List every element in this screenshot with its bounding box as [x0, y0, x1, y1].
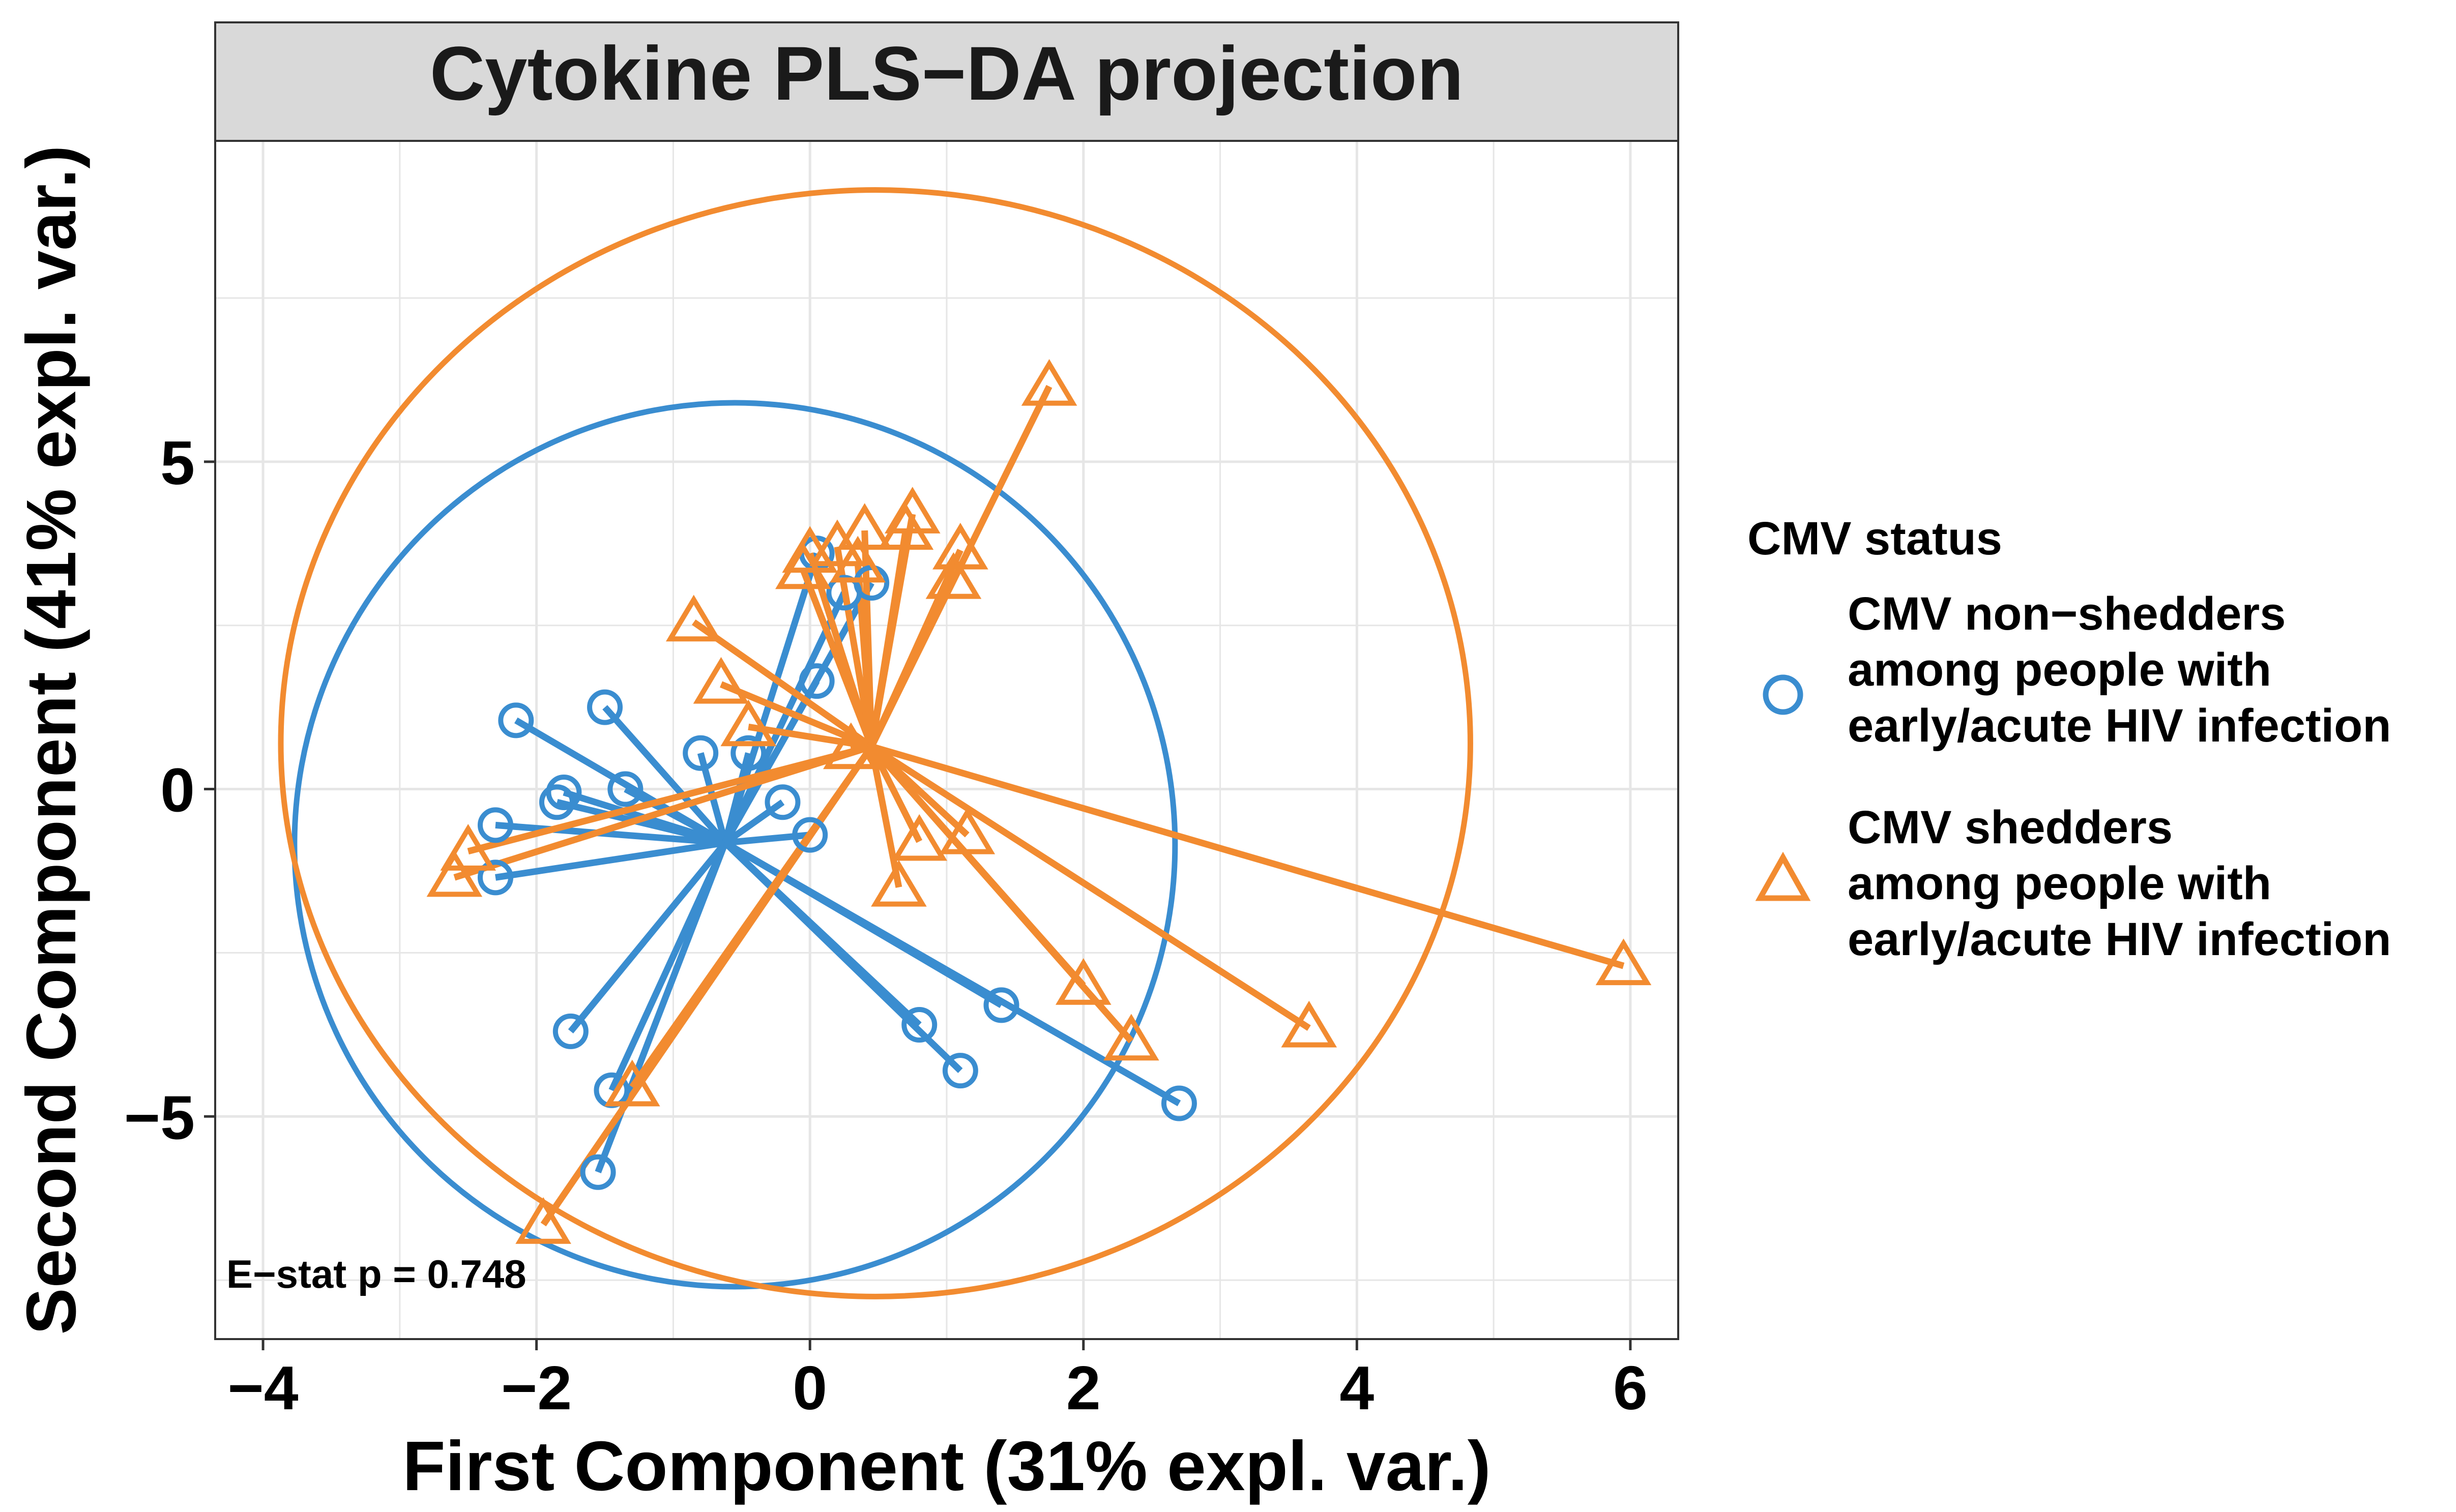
non_shedders-point-10: [792, 817, 828, 853]
x-tick-label: −2: [501, 1353, 572, 1422]
grid-lines: [215, 141, 1678, 1339]
non_shedders-point-20: [983, 987, 1019, 1023]
non_shedders-segment-6: [624, 786, 727, 846]
non_shedders-point-11: [799, 663, 835, 699]
shedders-point-9: [925, 552, 982, 599]
non_shedders-point-19: [942, 1053, 978, 1089]
non_shedders-segment-21: [723, 840, 1181, 1107]
non_shedders-segment-8: [495, 839, 726, 881]
shedders-ellipse: [278, 187, 1473, 1299]
non_shedders-segment-9: [723, 799, 785, 846]
non_shedders-segment-5: [556, 798, 726, 846]
non_shedders-point-17: [580, 1154, 616, 1190]
x-tick-label: 4: [1339, 1353, 1374, 1422]
x-tick-label: −4: [228, 1353, 299, 1422]
shedders-point-12: [720, 699, 777, 747]
title-strip: [214, 21, 1679, 142]
non_shedders-point-0: [498, 702, 534, 738]
shedders-point-4: [830, 536, 886, 583]
y-tick-label: −5: [124, 1083, 195, 1152]
non_shedders-point-7: [478, 807, 514, 843]
shedders-segment-7: [868, 513, 916, 748]
non_shedders-ellipse: [291, 400, 1178, 1290]
legend: CMV status CMV non−shedders among people…: [1747, 513, 2391, 965]
chart-title: Cytokine PLS−DA projection: [430, 31, 1464, 116]
non_shedders-point-18: [901, 1007, 938, 1043]
annotation-estat: E−stat p = 0.748: [226, 1252, 527, 1296]
legend-label-shedders-line1: CMV shedders: [1848, 802, 2173, 853]
legend-triangle-icon: [1755, 851, 1811, 901]
shedders-point-21: [426, 850, 483, 897]
data-points: [426, 359, 1652, 1244]
x-tick-label: 0: [793, 1353, 827, 1422]
shedders-point-22: [440, 824, 496, 871]
x-axis-ticks: −4 −2 0 2 4 6: [228, 1339, 1648, 1422]
shedders-segment-20: [870, 743, 1625, 969]
x-tick-label: 6: [1613, 1353, 1648, 1422]
non_shedders-point-15: [552, 1013, 589, 1049]
non_shedders-point-3: [730, 735, 767, 771]
shedders-point-24: [515, 1197, 571, 1244]
shedders-point-17: [1055, 958, 1112, 1005]
non_shedders-point-21: [1161, 1085, 1197, 1121]
legend-label-non-shedders-line3: early/acute HIV infection: [1848, 700, 2391, 752]
non_shedders-segment-19: [723, 840, 963, 1073]
non_shedders-point-9: [765, 784, 801, 820]
non_shedders-point-8: [478, 859, 514, 896]
non_shedders-segment-12: [722, 552, 820, 844]
shedders-point-16: [939, 807, 996, 854]
non_shedders-segment-7: [495, 821, 726, 846]
non_shedders-segment-1: [602, 705, 728, 845]
shedders-segment-21: [453, 743, 873, 881]
shedders-point-20: [1595, 938, 1652, 986]
shedders-segment-9: [868, 578, 957, 748]
shedders-segment-22: [467, 743, 872, 855]
shedders-point-11: [693, 657, 749, 704]
shedders-point-23: [604, 1059, 660, 1107]
shedders-point-0: [1021, 359, 1077, 406]
shedders-point-10: [665, 595, 722, 642]
y-axis-label: Second Component (41% expl. var.): [12, 145, 91, 1335]
x-tick-label: 2: [1066, 1353, 1101, 1422]
shedders-point-3: [809, 519, 865, 567]
legend-label-non-shedders-line2: among people with: [1848, 644, 2271, 696]
shedders-point-2: [775, 542, 831, 589]
non_shedders-point-2: [683, 735, 719, 771]
centroid-segments: [453, 384, 1625, 1227]
non_shedders-segment-15: [568, 841, 728, 1034]
shedders-segment-18: [869, 744, 1134, 1044]
shedders-segment-2: [800, 568, 875, 748]
legend-label-non-shedders-line1: CMV non−shedders: [1848, 588, 2286, 640]
legend-label-shedders-line3: early/acute HIV infection: [1848, 913, 2391, 965]
shedders-point-14: [871, 859, 927, 907]
shedders-segment-10: [692, 619, 873, 750]
shedders-point-7: [884, 487, 941, 533]
shedders-segment-15: [868, 745, 923, 843]
shedders-segment-24: [540, 745, 874, 1227]
non_shedders-point-6: [607, 771, 644, 807]
shedders-point-15: [891, 814, 948, 861]
shedders-point-19: [1281, 1000, 1337, 1048]
confidence-ellipses: [278, 187, 1473, 1299]
shedders-segment-19: [869, 744, 1311, 1031]
shedders-segment-14: [868, 746, 902, 888]
legend-label-shedders-line2: among people with: [1848, 857, 2271, 909]
y-tick-label: 0: [160, 756, 195, 825]
x-axis-label: First Component (31% expl. var.): [402, 1427, 1490, 1505]
shedders-segment-12: [748, 723, 872, 750]
non_shedders-point-1: [587, 689, 623, 725]
non_shedders-point-5: [539, 784, 575, 820]
y-tick-label: 5: [160, 428, 195, 497]
y-axis-ticks: −5 0 5: [124, 428, 215, 1152]
shedders-point-18: [1103, 1014, 1159, 1061]
shedders-point-5: [836, 503, 893, 550]
legend-title: CMV status: [1747, 513, 2002, 565]
shedders-point-13: [823, 722, 879, 769]
legend-circle-icon: [1763, 674, 1803, 715]
